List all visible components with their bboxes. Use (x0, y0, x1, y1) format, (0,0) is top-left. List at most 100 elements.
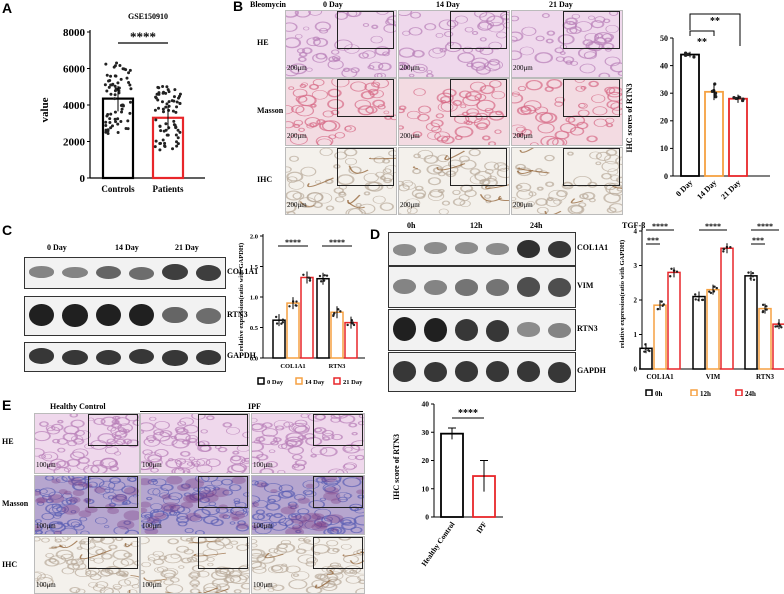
tissue-image (252, 537, 364, 593)
blot-strip (388, 352, 576, 392)
blot-label: GAPDH (577, 366, 606, 375)
data-point (164, 105, 168, 109)
sig-label: **** (757, 222, 773, 231)
panel-e-chart: IHC score of RTN3 0 10 20 30 40 Healthy Cont… (392, 400, 503, 568)
tissue-image (286, 148, 396, 214)
data-point (175, 140, 179, 144)
data-point (648, 349, 651, 353)
inset-box (313, 537, 363, 569)
blot-band (485, 279, 510, 296)
legend-label: 0 Day (267, 379, 284, 386)
legend-swatch (690, 389, 698, 396)
scale-bar-label: 200μm (287, 201, 307, 209)
inset-box (563, 11, 620, 49)
data-point (694, 298, 697, 301)
data-point (774, 325, 777, 328)
panel-d-ylabel: relative expression(ratio with GAPDH) (619, 240, 626, 348)
panel-d-tick-label: 1 (634, 331, 638, 339)
panel-b-tick-label: 0 (664, 172, 668, 181)
scale-bar-label: 200μm (513, 132, 533, 140)
data-point (778, 324, 782, 327)
histology-tile (285, 147, 397, 215)
histology-tile (140, 475, 250, 535)
scale-bar-label: 200μm (287, 64, 307, 72)
histology-tile (511, 78, 623, 146)
data-point (116, 122, 120, 126)
column-label: 0 Day (47, 243, 67, 252)
data-point (154, 95, 158, 99)
data-point (105, 73, 109, 77)
inset-box (313, 476, 363, 508)
bar (758, 307, 772, 370)
data-point (177, 94, 181, 98)
bar (704, 90, 724, 177)
data-point (346, 323, 349, 327)
tissue-image (35, 414, 139, 473)
category-label: 21 Day (719, 178, 742, 201)
data-point (175, 100, 179, 104)
data-point (107, 79, 111, 83)
data-point (158, 148, 162, 152)
scale-bar-label: 200μm (287, 132, 307, 140)
panel-label-e: E (2, 397, 12, 413)
data-point (669, 275, 672, 278)
data-point (683, 53, 688, 57)
data-point (352, 323, 356, 327)
data-point (751, 271, 755, 275)
bar (440, 432, 464, 518)
histology-tile (140, 536, 250, 594)
data-point (178, 130, 182, 134)
scale-bar-label: 100μm (36, 581, 56, 589)
column-label: 24h (530, 221, 543, 230)
blot-band (162, 350, 188, 366)
data-point (113, 110, 117, 114)
column-label: 21 Day (175, 243, 199, 252)
data-point (675, 270, 679, 273)
panel-b-tick-label: 50 (660, 34, 668, 43)
data-point (165, 102, 169, 106)
data-point (113, 117, 117, 121)
panel-c-sig1: **** (285, 238, 301, 247)
panel-e-significance: **** (458, 408, 478, 419)
data-point (165, 85, 169, 89)
data-point (741, 98, 745, 103)
data-point (761, 309, 765, 313)
data-point (109, 112, 113, 116)
row-label: IHC (2, 560, 18, 569)
category-label: 14 Day (695, 178, 718, 201)
row-label: HE (2, 437, 14, 446)
category-label: Healthy Control (419, 520, 456, 568)
tissue-image (252, 476, 364, 534)
panel-c-chart: relative expression(ratio with GAPDH) 0.… (238, 233, 365, 386)
data-point (122, 67, 126, 71)
legend-label: 12h (700, 390, 711, 396)
data-point (656, 307, 659, 311)
legend-swatch (735, 389, 743, 396)
data-point (116, 131, 120, 135)
data-point (708, 290, 711, 293)
data-point (700, 298, 704, 302)
data-point (175, 144, 179, 148)
data-point (295, 304, 298, 307)
data-point (171, 109, 175, 113)
blot-band (62, 303, 88, 327)
panel-b-tick-label: 20 (660, 117, 668, 126)
data-point (325, 274, 329, 277)
tissue-image (35, 476, 139, 534)
panel-a-title: GSE150910 (128, 12, 168, 21)
panel-c-tick-label: 1.5 (250, 264, 259, 271)
data-point (662, 303, 665, 306)
row-label: IHC (257, 175, 273, 184)
category-label: COL1A1 (280, 363, 305, 370)
group-label: Healthy Control (50, 402, 106, 411)
blot-strip (388, 232, 576, 266)
data-point (163, 141, 167, 145)
blot-band (392, 360, 417, 382)
data-point (124, 127, 128, 131)
blot-band (516, 322, 541, 337)
data-point (722, 250, 725, 253)
data-point (176, 142, 180, 146)
legend-swatch (333, 377, 341, 385)
bar (286, 302, 300, 359)
data-point (165, 133, 169, 137)
